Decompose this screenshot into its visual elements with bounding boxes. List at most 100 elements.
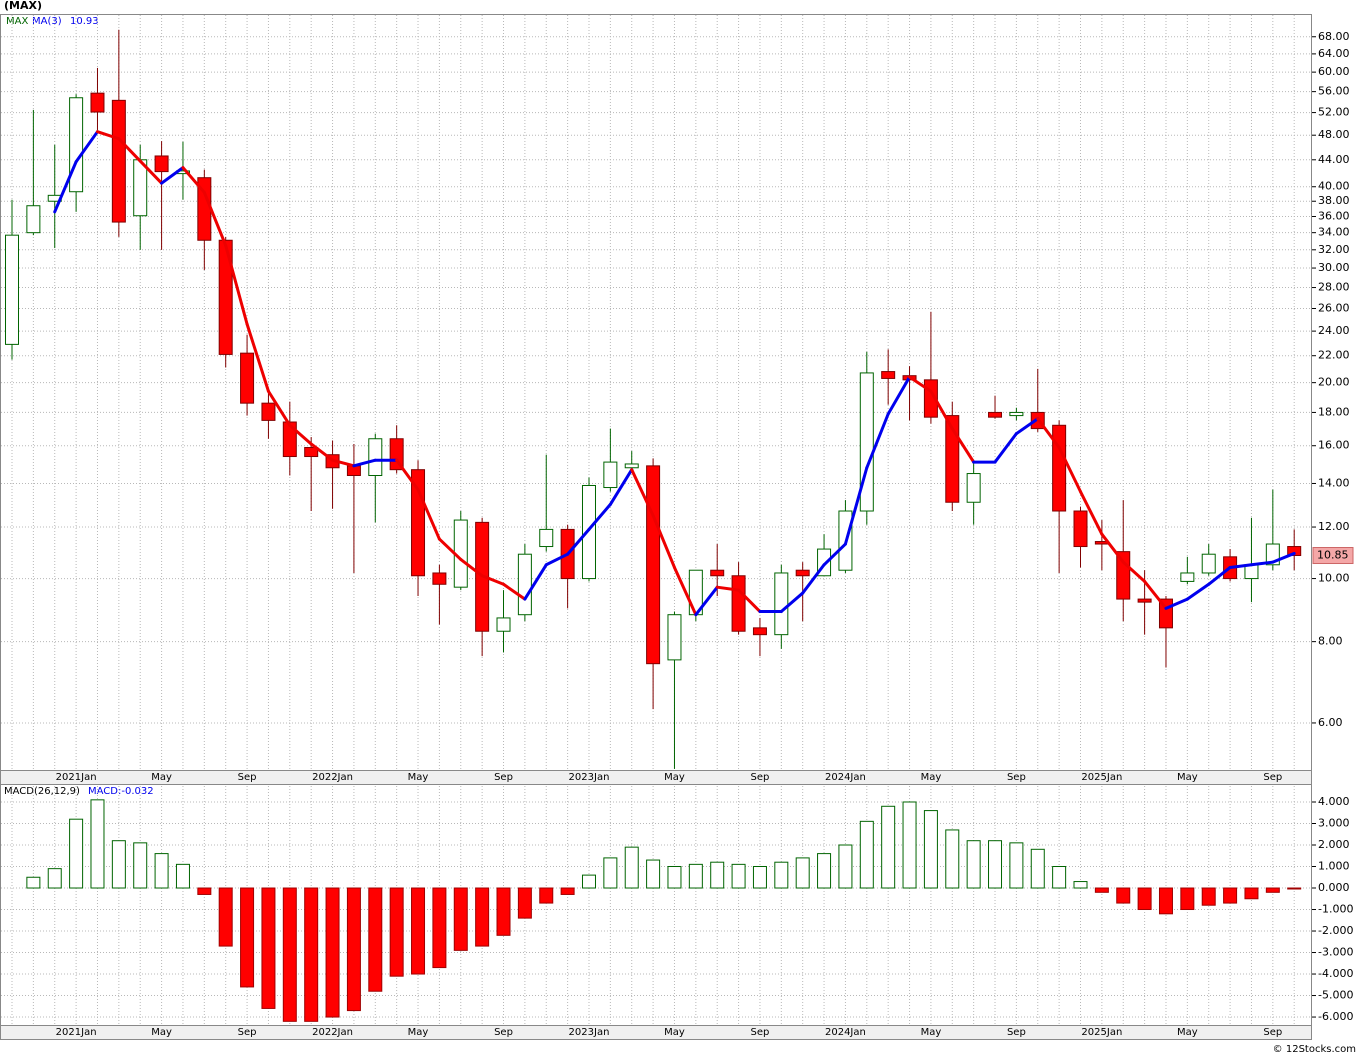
candle-body [69, 97, 84, 193]
last-price-box [1312, 547, 1354, 565]
candle-body [1009, 411, 1024, 417]
x-tick-label: Sep [1263, 772, 1282, 783]
x-tick-label: Sep [751, 772, 770, 783]
date-strip [0, 1025, 1312, 1040]
y-tick-label: -3.000 [1318, 946, 1353, 959]
x-tick-label: Sep [1263, 1027, 1282, 1038]
ma-segment [202, 190, 228, 247]
y-tick-label: 52.00 [1318, 106, 1350, 119]
macd-bar [261, 887, 276, 1009]
macd-bar [795, 857, 810, 889]
candle-body [432, 572, 447, 585]
macd-bar [988, 840, 1003, 889]
x-tick-label: Sep [494, 772, 513, 783]
macd-bar [1265, 887, 1280, 893]
ma-segment [608, 468, 634, 506]
x-tick-label: Sep [1007, 772, 1026, 783]
ma-segment [266, 389, 292, 427]
ma-segment [1100, 532, 1125, 564]
ma-segment [523, 563, 548, 601]
macd-bar [1137, 887, 1152, 911]
y-tick-label: -2.000 [1318, 924, 1353, 937]
x-tick-label: Sep [238, 772, 257, 783]
macd-title: MACD(26,12,9) [4, 786, 80, 797]
candle-body [218, 239, 233, 355]
ma-segment [352, 458, 377, 468]
x-tick-label: Sep [751, 1027, 770, 1038]
macd-bar [1009, 842, 1024, 889]
ma-segment [929, 389, 954, 431]
y-tick-label: 26.00 [1318, 301, 1350, 314]
ma-segment [651, 513, 676, 569]
candle-body [581, 484, 596, 580]
ma-segment [95, 130, 121, 141]
y-tick-label: 10.00 [1318, 572, 1350, 585]
y-tick-label: 34.00 [1318, 226, 1350, 239]
y-tick-label: 68.00 [1318, 30, 1350, 43]
y-tick-label: 64.00 [1318, 47, 1350, 60]
ma-segment [395, 458, 420, 492]
macd-bar [368, 887, 383, 992]
y-tick-label: -6.000 [1318, 1010, 1353, 1023]
y-tick-label: 14.00 [1318, 476, 1350, 489]
macd-bar [688, 863, 703, 889]
y-tick-label: 20.00 [1318, 376, 1350, 389]
y-tick-label: 6.00 [1318, 716, 1343, 729]
ma-segment [245, 322, 270, 393]
ma-segment [1079, 490, 1104, 536]
macd-bar [624, 846, 639, 889]
x-tick-label: 2023Jan [569, 772, 610, 783]
x-tick-label: May [151, 1027, 172, 1038]
x-tick-label: May [408, 1027, 429, 1038]
y-tick-label: 16.00 [1318, 439, 1350, 452]
legend-ma: MA(3) [32, 16, 62, 27]
x-tick-label: May [1177, 772, 1198, 783]
candle-body [240, 352, 255, 404]
macd-bar [69, 818, 84, 889]
candle-body [667, 614, 682, 661]
ma-segment [74, 130, 99, 164]
ma-segment [53, 160, 78, 214]
ma-segment [779, 591, 805, 614]
y-tick-label: -4.000 [1318, 967, 1353, 980]
ma-segment [309, 442, 335, 462]
y-tick-label: 18.00 [1318, 405, 1350, 418]
macd-bar [1030, 848, 1045, 889]
ma-segment [908, 375, 933, 393]
y-tick-label: -5.000 [1318, 989, 1353, 1002]
ma-segment [416, 488, 441, 541]
x-tick-label: 2023Jan [569, 1027, 610, 1038]
macd-bar [90, 799, 105, 889]
ma-segment [822, 542, 847, 567]
macd-bar [838, 844, 853, 889]
ma-segment [843, 466, 869, 546]
ma-segment [1143, 579, 1168, 610]
y-tick-label: -1.000 [1318, 903, 1353, 916]
y-tick-label: 28.00 [1318, 281, 1350, 294]
macd-bar [1052, 866, 1067, 889]
macd-bar [667, 866, 682, 889]
last-price-label: 10.85 [1317, 549, 1349, 562]
ma-segment [1014, 417, 1040, 436]
ma-segment [117, 137, 142, 163]
x-tick-label: 2024Jan [825, 772, 866, 783]
x-tick-label: May [1177, 1027, 1198, 1038]
ma-segment [737, 588, 762, 614]
ma-segment [138, 159, 164, 185]
macd-bar [1073, 881, 1088, 889]
candle-body [774, 572, 789, 636]
y-tick-label: 3.000 [1318, 816, 1350, 829]
ma-segment [160, 166, 185, 185]
macd-bar [966, 840, 981, 889]
x-tick-label: May [921, 1027, 942, 1038]
ma-segment [865, 412, 890, 470]
y-tick-label: 60.00 [1318, 65, 1350, 78]
candle-body [752, 627, 767, 636]
y-tick-label: 44.00 [1318, 153, 1350, 166]
macd-bar [1116, 887, 1131, 904]
macd-bar [817, 853, 832, 889]
macd-bar [560, 887, 575, 895]
macd-bar [453, 887, 468, 951]
macd-bar [1158, 887, 1173, 915]
y-tick-label: 0.000 [1318, 881, 1350, 894]
